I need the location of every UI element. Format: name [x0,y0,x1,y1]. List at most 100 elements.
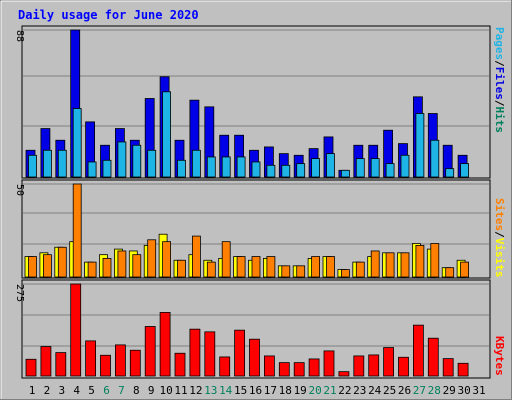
legend-hits: Hits [493,107,506,134]
bar-sites-day-29 [445,267,455,278]
bar-sites-day-11 [177,259,186,278]
bar-pages-day-27 [415,113,425,178]
bar-sites-day-1 [28,256,37,278]
bar-sites-day-14 [221,241,231,278]
x-tick-label-1: 1 [29,384,36,397]
bar-kbytes-day-16 [249,338,260,377]
bar-sites-day-28 [430,243,440,278]
x-tick-label-16: 16 [249,384,262,397]
x-tick-label-8: 8 [133,384,140,397]
bar-sites-day-26 [400,252,410,278]
bar-pages-day-13 [206,156,216,178]
bar-pages-day-12 [191,149,201,178]
bar-sites-day-20 [311,256,321,278]
bar-kbytes-day-28 [427,337,439,377]
bar-sites-day-4 [72,183,82,278]
bar-pages-day-3 [57,149,67,178]
bar-sites-day-18 [281,265,291,278]
bar-kbytes-day-12 [189,328,201,377]
bar-kbytes-day-27 [412,324,424,377]
x-tick-label-19: 19 [294,384,307,397]
x-tick-label-30: 30 [457,384,470,397]
bar-sites-day-10 [162,241,172,278]
bar-kbytes-day-19 [293,362,305,377]
x-tick-label-13: 13 [204,384,217,397]
bar-kbytes-day-14 [219,356,231,377]
bar-kbytes-day-3 [55,352,67,377]
bar-kbytes-day-30 [457,362,469,377]
bar-pages-day-4 [72,108,82,178]
bars-layer [24,29,470,377]
legend-visits-panel: Sites/Visits [493,198,506,278]
x-tick-label-15: 15 [234,384,247,397]
legend-sep-1: / [493,60,506,67]
x-tick-label-27: 27 [413,384,426,397]
bar-sites-day-2 [43,254,52,278]
bar-kbytes-day-20 [308,358,320,377]
bar-pages-day-16 [251,161,261,178]
x-tick-label-7: 7 [118,384,125,397]
bar-sites-day-12 [191,235,201,278]
legend-kbytes: KBytes [493,336,506,376]
bar-pages-day-21 [326,153,335,178]
legend-hits-panel: Pages/Files/Hits [493,27,506,133]
ymax-label-hits: 88 [14,30,25,42]
x-tick-label-17: 17 [264,384,277,397]
bar-pages-day-22 [340,169,350,178]
bar-sites-day-9 [147,239,157,278]
x-tick-label-9: 9 [148,384,155,397]
x-tick-label-24: 24 [368,384,382,397]
bar-sites-day-22 [340,269,350,278]
bar-pages-day-2 [43,149,52,178]
bar-sites-day-13 [206,261,216,278]
legend-sites: Sites [493,198,506,231]
x-tick-label-14: 14 [219,384,233,397]
bar-pages-day-10 [162,91,172,178]
bar-sites-day-7 [117,250,127,278]
bar-pages-day-25 [385,163,395,178]
bar-sites-day-24 [370,250,380,278]
bar-kbytes-day-5 [85,340,96,377]
x-tick-label-18: 18 [279,384,292,397]
bar-kbytes-day-8 [129,349,141,377]
x-tick-label-25: 25 [383,384,396,397]
bar-pages-day-17 [266,164,276,178]
legend-files: Files [493,67,506,100]
legend-pages: Pages [493,27,506,60]
x-tick-label-23: 23 [353,384,366,397]
bar-pages-day-11 [177,159,186,178]
x-tick-label-20: 20 [308,384,321,397]
bar-pages-day-1 [28,154,37,178]
bar-kbytes-day-26 [398,356,409,377]
ymax-label-visits: 50 [14,184,25,196]
legend-sep-2: / [493,100,506,107]
bar-kbytes-day-10 [159,312,171,377]
x-tick-label-31: 31 [472,384,485,397]
bar-pages-day-14 [221,156,231,178]
x-tick-labels: 1 2 3 4 5 6 7 8 9 10 11 12 13 14 15 16 17 18 19 20 21 22 23 24 2… [29,384,486,397]
bar-sites-day-5 [87,261,97,278]
bar-kbytes-day-21 [323,350,335,377]
bar-pages-day-18 [281,164,291,178]
x-tick-label-12: 12 [189,384,202,397]
bar-kbytes-day-23 [353,355,365,377]
bar-kbytes-day-7 [115,344,126,377]
bar-kbytes-day-25 [383,347,395,377]
bar-kbytes-day-24 [368,354,380,377]
bar-pages-day-20 [311,158,321,178]
bar-pages-day-9 [147,149,157,178]
bar-sites-day-23 [355,261,365,278]
bar-sites-day-27 [415,244,425,278]
bar-sites-day-25 [385,252,395,278]
bar-kbytes-day-4 [70,283,82,377]
x-tick-label-2: 2 [44,384,51,397]
bar-kbytes-day-18 [278,362,290,377]
bar-sites-day-8 [132,254,142,278]
x-tick-label-10: 10 [159,384,172,397]
bar-pages-day-24 [370,158,380,178]
bar-sites-day-6 [102,257,112,278]
bar-sites-day-15 [236,256,246,278]
x-tick-label-29: 29 [443,384,456,397]
x-tick-label-6: 6 [103,384,110,397]
